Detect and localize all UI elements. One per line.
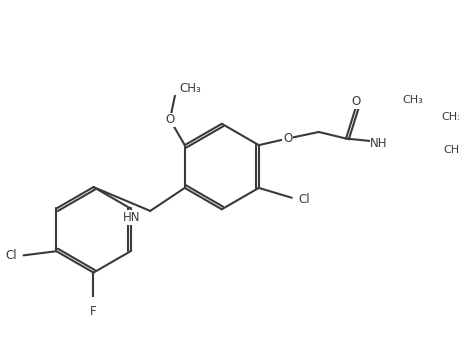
Text: Cl: Cl: [297, 193, 309, 206]
Text: O: O: [165, 113, 174, 126]
Text: HN: HN: [123, 211, 140, 224]
Text: CH₃: CH₃: [401, 95, 422, 105]
Text: CH₃: CH₃: [441, 112, 459, 122]
Text: CH₃: CH₃: [179, 82, 200, 95]
Text: NH: NH: [369, 137, 387, 150]
Text: Cl: Cl: [6, 249, 17, 262]
Text: O: O: [351, 95, 360, 108]
Text: CH₃: CH₃: [442, 145, 459, 155]
Text: F: F: [90, 305, 96, 318]
Text: O: O: [282, 132, 291, 145]
Text: HN: HN: [123, 211, 140, 224]
